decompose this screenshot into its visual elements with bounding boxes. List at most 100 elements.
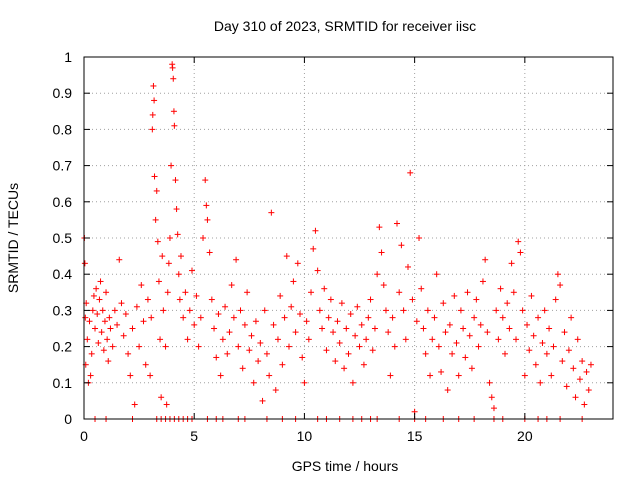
- data-points: [81, 61, 594, 422]
- data-point: [482, 256, 489, 263]
- x-tick-label: 15: [407, 428, 423, 444]
- data-point: [398, 242, 405, 249]
- data-point: [576, 376, 583, 383]
- data-point: [393, 220, 400, 227]
- y-tick-label: 1: [64, 49, 72, 65]
- data-point: [237, 307, 244, 314]
- data-point: [122, 311, 129, 318]
- data-point: [367, 296, 374, 303]
- data-point: [572, 394, 579, 401]
- y-tick-label: 0.6: [53, 194, 73, 210]
- data-point: [528, 292, 535, 299]
- data-point: [104, 336, 111, 343]
- data-point: [94, 311, 101, 318]
- data-point: [170, 108, 177, 115]
- data-point: [177, 253, 184, 260]
- data-point: [471, 314, 478, 321]
- data-point: [241, 321, 248, 328]
- data-point: [127, 372, 134, 379]
- data-point: [464, 289, 471, 296]
- data-point: [118, 300, 125, 307]
- data-point: [109, 343, 116, 350]
- data-point: [387, 372, 394, 379]
- data-point: [222, 303, 229, 310]
- data-point: [268, 209, 275, 216]
- data-point: [200, 235, 207, 241]
- data-point: [490, 405, 497, 412]
- data-point: [559, 358, 566, 365]
- data-point: [246, 347, 253, 354]
- data-point: [168, 162, 175, 169]
- data-point: [550, 343, 557, 350]
- data-point: [299, 354, 306, 361]
- data-point: [325, 314, 332, 321]
- data-point: [526, 347, 533, 354]
- data-point: [407, 169, 414, 176]
- data-point: [488, 394, 495, 401]
- data-point: [174, 231, 181, 238]
- data-point: [473, 296, 480, 303]
- data-point: [290, 278, 297, 285]
- data-point: [343, 325, 350, 332]
- data-point: [144, 296, 151, 303]
- data-point: [226, 329, 233, 336]
- y-tick-label: 0.3: [53, 302, 73, 318]
- data-point: [239, 365, 246, 372]
- data-point: [402, 336, 409, 343]
- data-point: [416, 235, 423, 241]
- data-point: [148, 314, 155, 321]
- data-point: [219, 336, 226, 343]
- data-point: [506, 325, 513, 332]
- data-point: [263, 350, 270, 357]
- data-point: [98, 329, 105, 336]
- data-point: [193, 292, 200, 299]
- data-point: [513, 336, 520, 343]
- data-point: [539, 339, 546, 346]
- data-point: [429, 336, 436, 343]
- data-point: [504, 300, 511, 307]
- data-point: [356, 343, 363, 350]
- data-point: [281, 314, 288, 321]
- data-point: [81, 260, 88, 267]
- data-point: [548, 372, 555, 379]
- data-point: [382, 307, 389, 314]
- data-point: [133, 303, 140, 310]
- data-point: [455, 372, 462, 379]
- data-point: [330, 329, 337, 336]
- x-tick-labels: 0 5 10 15 20: [80, 428, 533, 444]
- data-point: [142, 361, 149, 368]
- data-point: [554, 271, 561, 278]
- data-point: [166, 235, 173, 241]
- data-point: [175, 271, 182, 278]
- data-point: [261, 307, 268, 314]
- data-point: [162, 343, 169, 350]
- data-point: [87, 372, 94, 379]
- y-tick-label: 0.4: [53, 266, 73, 282]
- data-point: [206, 249, 213, 256]
- data-point: [420, 325, 427, 332]
- data-point: [424, 307, 431, 314]
- data-point: [95, 339, 102, 346]
- data-point: [283, 253, 290, 260]
- data-point: [537, 379, 544, 386]
- data-point: [422, 350, 429, 357]
- y-tick-label: 0.8: [53, 121, 73, 137]
- data-point: [163, 401, 170, 408]
- data-point: [352, 332, 359, 339]
- data-point: [579, 358, 586, 365]
- data-point: [157, 336, 164, 343]
- data-point: [248, 332, 255, 339]
- data-point: [314, 267, 321, 274]
- data-point: [319, 325, 326, 332]
- data-point: [111, 307, 118, 314]
- data-point: [444, 387, 451, 394]
- data-point: [292, 329, 299, 336]
- data-point: [365, 314, 372, 321]
- data-point: [323, 347, 330, 354]
- data-point: [321, 285, 328, 292]
- data-point: [552, 296, 559, 303]
- data-point: [449, 350, 456, 357]
- data-point: [272, 387, 279, 394]
- data-point: [435, 343, 442, 350]
- data-point: [462, 354, 469, 361]
